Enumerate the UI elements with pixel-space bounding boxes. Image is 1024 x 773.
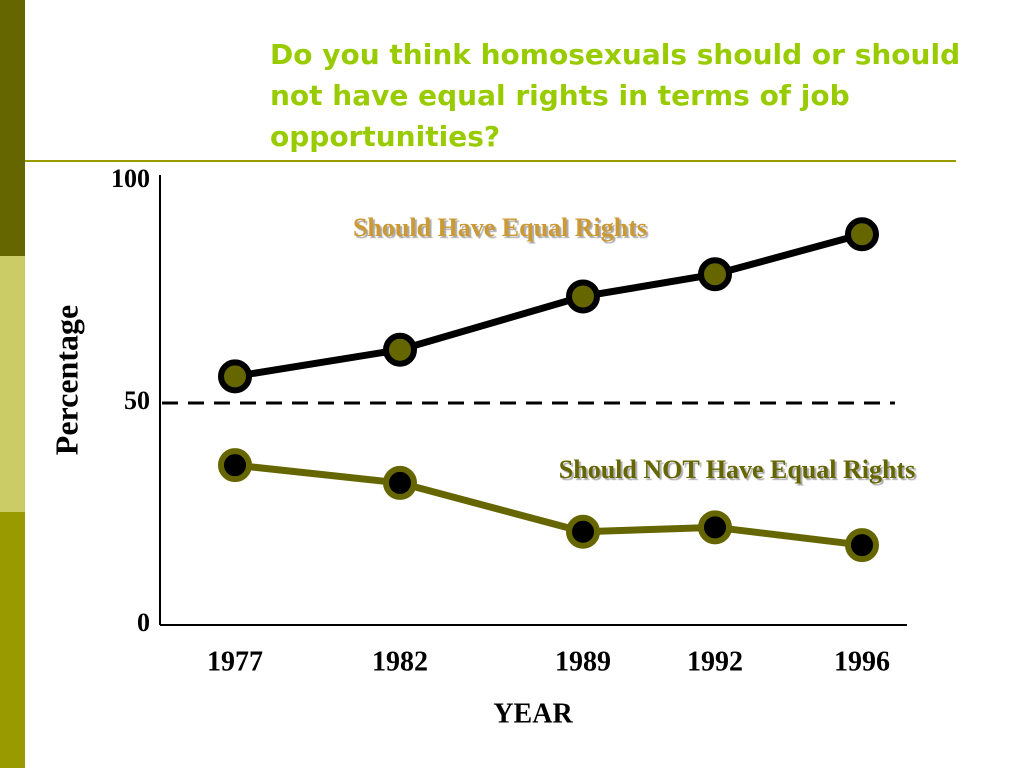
marker bbox=[566, 279, 600, 314]
marker bbox=[383, 465, 417, 500]
title-box: Do you think homosexuals should or shoul… bbox=[270, 38, 961, 153]
x-tick-label: 1989 bbox=[555, 646, 611, 677]
chart-title: Do you think homosexuals should or shoul… bbox=[270, 38, 961, 153]
marker bbox=[218, 448, 252, 483]
strip bbox=[0, 0, 25, 256]
x-axis-label: YEAR bbox=[493, 698, 573, 729]
series-line bbox=[234, 230, 863, 380]
x-tick-label: 1996 bbox=[834, 646, 890, 677]
marker bbox=[218, 359, 252, 394]
marker bbox=[698, 257, 732, 292]
x-tick-label: 1977 bbox=[207, 646, 263, 677]
y-tick-label: 50 bbox=[124, 386, 150, 415]
strip bbox=[0, 256, 25, 512]
marker bbox=[698, 510, 732, 545]
marker bbox=[845, 528, 879, 563]
y-axis-label: Percentage bbox=[48, 305, 84, 455]
x-tick-label: 1992 bbox=[687, 646, 743, 677]
y-tick-label: 100 bbox=[111, 164, 150, 193]
y-tick-label: 0 bbox=[137, 608, 150, 637]
marker bbox=[566, 514, 600, 549]
series-label: Should Have Equal Rights bbox=[353, 213, 647, 242]
x-tick-label: 1982 bbox=[372, 646, 428, 677]
strip bbox=[0, 512, 25, 768]
marker bbox=[845, 217, 879, 252]
marker bbox=[383, 332, 417, 367]
series-label: Should NOT Have Equal Rights bbox=[559, 455, 915, 484]
